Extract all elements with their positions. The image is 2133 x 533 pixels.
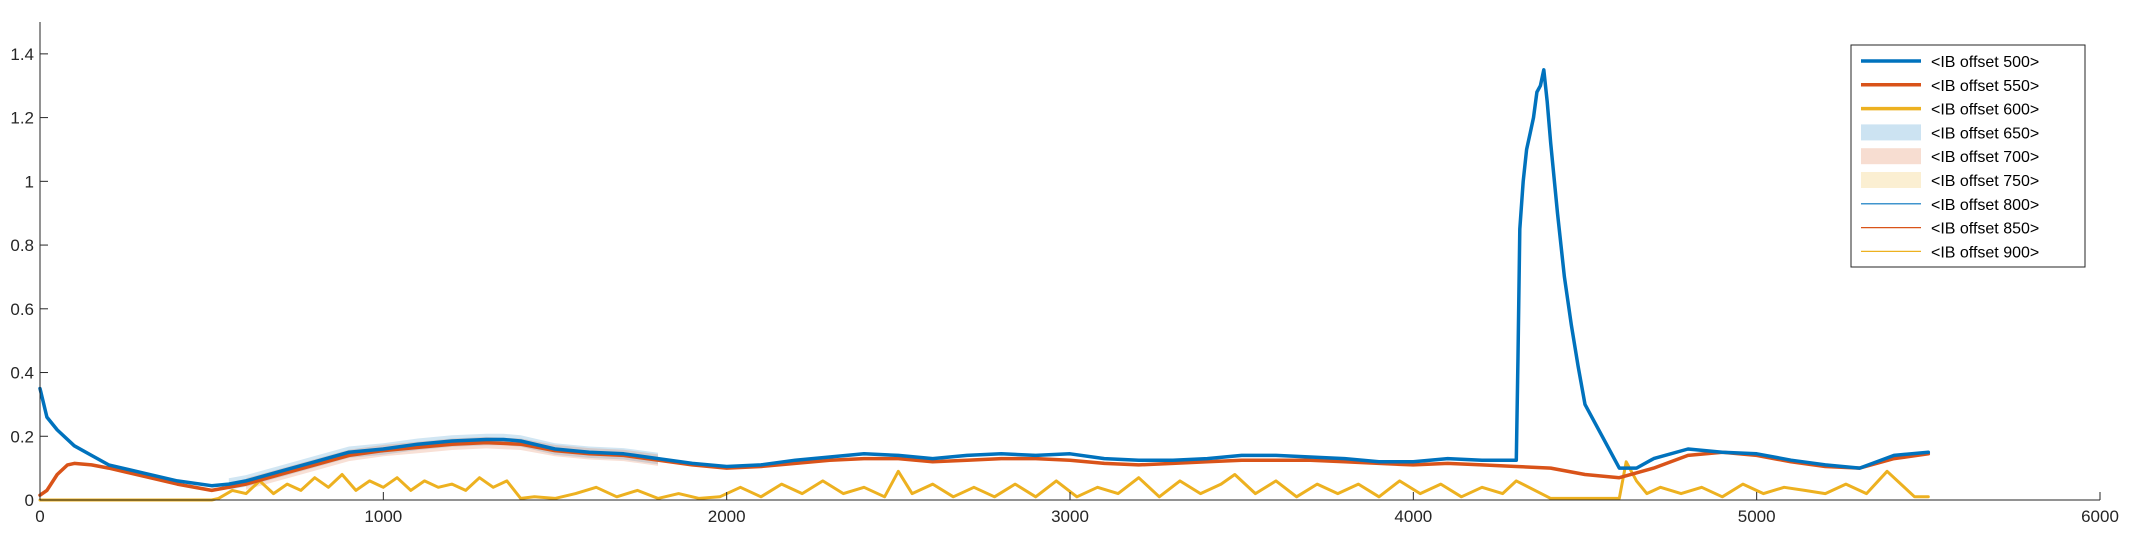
x-ticks: 0 1000 2000 3000 4000 5000 6000 bbox=[35, 492, 2119, 526]
y-tick-label: 0 bbox=[25, 491, 34, 510]
y-tick-label: 0.2 bbox=[10, 427, 34, 446]
x-tick-label: 1000 bbox=[364, 507, 402, 526]
legend-swatch bbox=[1861, 148, 1921, 165]
axes bbox=[39, 22, 2100, 501]
series-line-1 bbox=[38, 68, 1931, 488]
y-ticks: 0 0.2 0.4 0.6 0.8 1 1.2 1.4 bbox=[10, 45, 48, 510]
x-tick-label: 2000 bbox=[708, 507, 746, 526]
y-tick-label: 1.2 bbox=[10, 109, 34, 128]
x-tick-label: 6000 bbox=[2081, 507, 2119, 526]
legend-swatch bbox=[1861, 124, 1921, 141]
y-tick-label: 1 bbox=[25, 172, 34, 191]
legend-label: <IB offset 700> bbox=[1931, 149, 2039, 166]
legend-label: <IB offset 750> bbox=[1931, 173, 2039, 190]
legend-label: <IB offset 800> bbox=[1931, 197, 2039, 214]
legend-label: <IB offset 850> bbox=[1931, 221, 2039, 238]
series-line-2 bbox=[38, 440, 1931, 497]
legend-label: <IB offset 600> bbox=[1931, 102, 2039, 119]
series-line-3 bbox=[38, 460, 1930, 502]
legend-box bbox=[1850, 44, 2086, 268]
series-lines bbox=[38, 68, 1931, 502]
x-tick-label: 5000 bbox=[1738, 507, 1776, 526]
x-tick-label: 3000 bbox=[1051, 507, 1089, 526]
y-tick-label: 0.8 bbox=[10, 236, 34, 255]
legend: <IB offset 500> <IB offset 550> <IB offset… bbox=[1850, 44, 2086, 268]
legend-swatch bbox=[1861, 172, 1921, 188]
legend-label: <IB offset 900> bbox=[1931, 244, 2039, 261]
x-tick-label: 0 bbox=[35, 507, 44, 526]
legend-label: <IB offset 650> bbox=[1931, 125, 2039, 142]
legend-label: <IB offset 550> bbox=[1931, 78, 2039, 95]
legend-label: <IB offset 500> bbox=[1931, 54, 2039, 71]
y-tick-label: 1.4 bbox=[10, 45, 34, 64]
y-tick-label: 0.6 bbox=[10, 300, 34, 319]
x-tick-label: 4000 bbox=[1394, 507, 1432, 526]
y-tick-label: 0.4 bbox=[10, 364, 34, 383]
